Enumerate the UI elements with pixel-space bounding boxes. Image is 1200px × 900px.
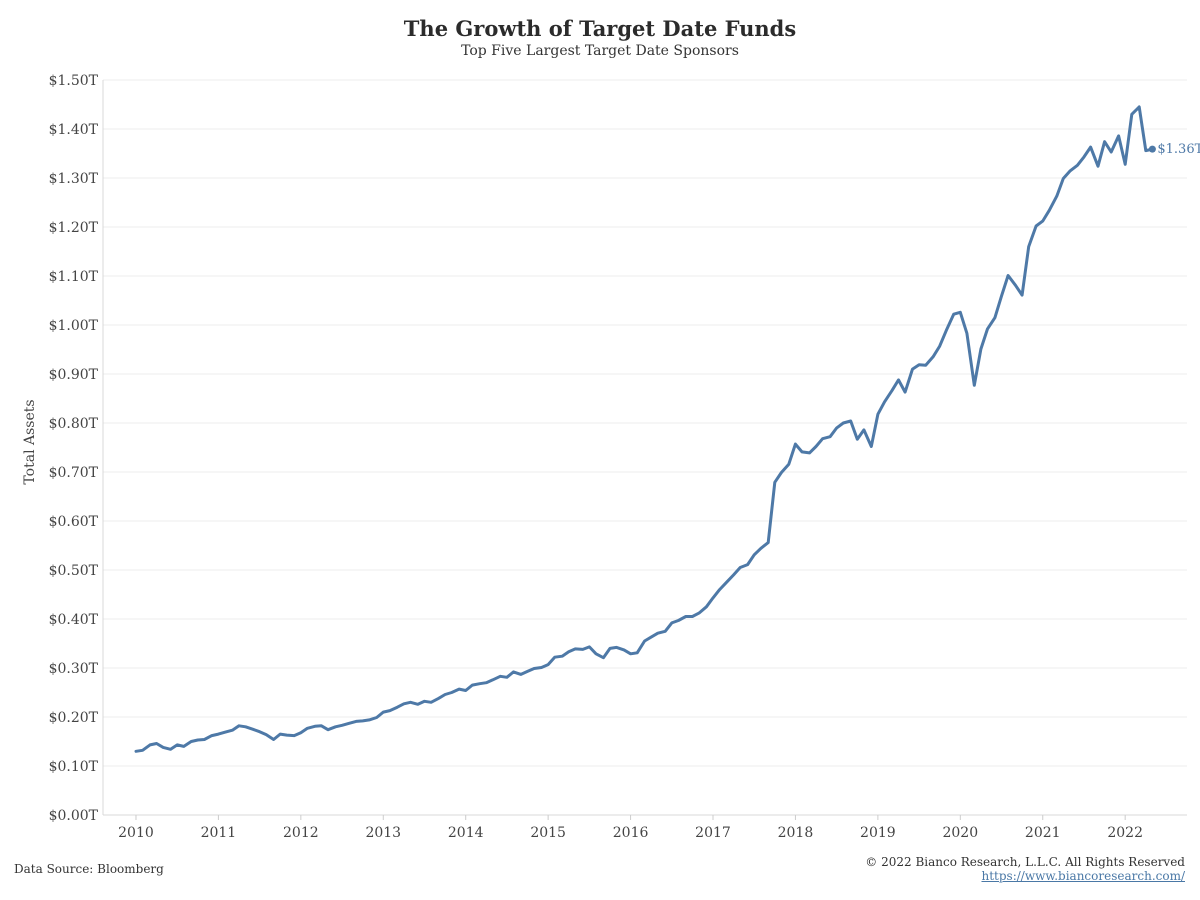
x-tick-label: 2020 — [942, 825, 978, 841]
x-axis-ticks: 2010 2011 2012 2013 2014 2015 2016 2017 2018 2019… — [118, 815, 1143, 841]
series-line-total-assets — [134, 105, 1154, 753]
x-tick-label: 2011 — [201, 825, 237, 841]
y-tick-label: $1.00T — [49, 318, 99, 334]
y-tick-label: $0.00T — [49, 808, 99, 824]
y-axis-ticks: $0.00T $0.10T $0.20T $0.30T $0.40T $0.50T $0.6… — [49, 73, 99, 824]
y-tick-label: $0.60T — [49, 514, 99, 530]
y-tick-label: $0.40T — [49, 612, 99, 628]
x-tick-label: 2021 — [1025, 825, 1061, 841]
y-tick-label: $0.50T — [49, 563, 99, 579]
y-tick-label: $1.20T — [49, 220, 99, 236]
chart-title: The Growth of Target Date Funds — [403, 16, 797, 41]
y-tick-label: $0.80T — [49, 416, 99, 432]
y-tick-label: $1.50T — [49, 73, 99, 89]
y-tick-label: $1.10T — [49, 269, 99, 285]
axes — [102, 80, 1187, 816]
chart-subtitle: Top Five Largest Target Date Sponsors — [461, 43, 739, 59]
gridlines — [103, 79, 1187, 767]
x-tick-label: 2017 — [695, 825, 731, 841]
y-tick-label: $0.10T — [49, 759, 99, 775]
y-tick-label: $0.20T — [49, 710, 99, 726]
x-tick-label: 2012 — [283, 825, 319, 841]
copyright-notice: © 2022 Bianco Research, L.L.C. All Right… — [865, 855, 1185, 869]
x-tick-label: 2010 — [118, 825, 154, 841]
y-axis-title: Total Assets — [22, 399, 38, 484]
y-tick-label: $1.40T — [49, 122, 99, 138]
x-tick-label: 2013 — [365, 825, 401, 841]
x-tick-label: 2015 — [530, 825, 566, 841]
x-tick-label: 2019 — [860, 825, 896, 841]
website-link[interactable]: https://www.biancoresearch.com/ — [981, 869, 1185, 883]
x-tick-label: 2014 — [448, 825, 484, 841]
y-tick-label: $0.30T — [49, 661, 99, 677]
x-tick-label: 2022 — [1107, 825, 1143, 841]
y-tick-label: $0.90T — [49, 367, 99, 383]
x-tick-label: 2016 — [613, 825, 649, 841]
end-point-marker — [1148, 145, 1156, 153]
data-source-note: Data Source: Bloomberg — [14, 862, 164, 876]
y-tick-label: $0.70T — [49, 465, 99, 481]
end-value-label: $1.36T — [1157, 142, 1200, 157]
y-tick-label: $1.30T — [49, 171, 99, 187]
x-tick-label: 2018 — [778, 825, 814, 841]
